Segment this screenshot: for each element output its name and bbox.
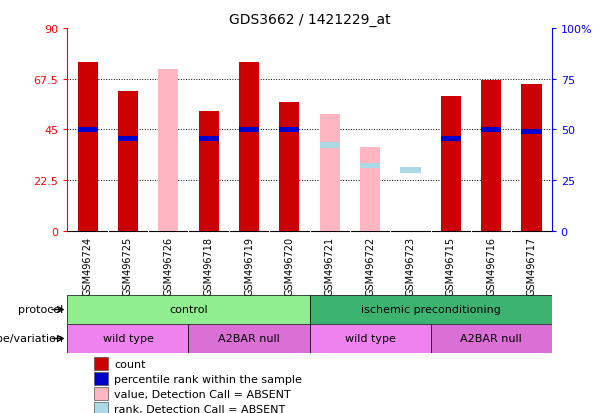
Text: GSM496723: GSM496723 [405,236,416,295]
Text: GSM496717: GSM496717 [527,236,536,295]
Text: GSM496721: GSM496721 [325,236,335,295]
Text: count: count [114,359,145,369]
Bar [94,387,109,401]
Text: protocol: protocol [18,305,63,315]
Bar [199,136,219,142]
Bar [319,114,340,231]
Bar [77,127,97,133]
Title: GDS3662 / 1421229_at: GDS3662 / 1421229_at [229,12,390,26]
Bar [280,103,300,231]
Text: GSM496715: GSM496715 [446,236,456,295]
Text: GSM496726: GSM496726 [163,236,173,295]
Text: ischemic preconditioning: ischemic preconditioning [360,305,501,315]
Bar [441,136,461,142]
Text: A2BAR null: A2BAR null [460,334,522,344]
Bar [360,148,380,231]
Bar [481,81,501,231]
Text: GSM496716: GSM496716 [486,236,496,295]
Bar [94,372,109,385]
Text: rank, Detection Call = ABSENT: rank, Detection Call = ABSENT [114,404,285,413]
Text: GSM496724: GSM496724 [83,236,93,295]
Bar [310,324,431,353]
Bar [67,324,189,353]
Bar [441,96,461,231]
Bar [522,130,542,135]
Bar [118,136,138,142]
Bar [522,85,542,231]
Bar [239,127,259,133]
Bar [199,112,219,231]
Text: GSM496720: GSM496720 [284,236,294,295]
Text: GSM496725: GSM496725 [123,236,133,296]
Bar [118,92,138,231]
Bar [319,143,340,149]
Text: percentile rank within the sample: percentile rank within the sample [114,374,302,384]
Text: GSM496719: GSM496719 [244,236,254,295]
Bar [77,63,97,231]
Bar [94,402,109,413]
Text: A2BAR null: A2BAR null [218,334,280,344]
Bar [189,324,310,353]
Text: GSM496718: GSM496718 [204,236,214,295]
Bar [239,63,259,231]
Text: GSM496722: GSM496722 [365,236,375,296]
Bar [280,127,300,133]
Bar [400,168,421,173]
Bar [431,324,552,353]
Text: value, Detection Call = ABSENT: value, Detection Call = ABSENT [114,389,291,399]
Bar [67,295,310,324]
Bar [310,295,552,324]
Bar [158,69,178,231]
Text: control: control [169,305,208,315]
Bar [360,163,380,169]
Text: wild type: wild type [345,334,395,344]
Bar [481,127,501,133]
Bar [94,357,109,370]
Text: wild type: wild type [102,334,153,344]
Text: genotype/variation: genotype/variation [0,334,63,344]
